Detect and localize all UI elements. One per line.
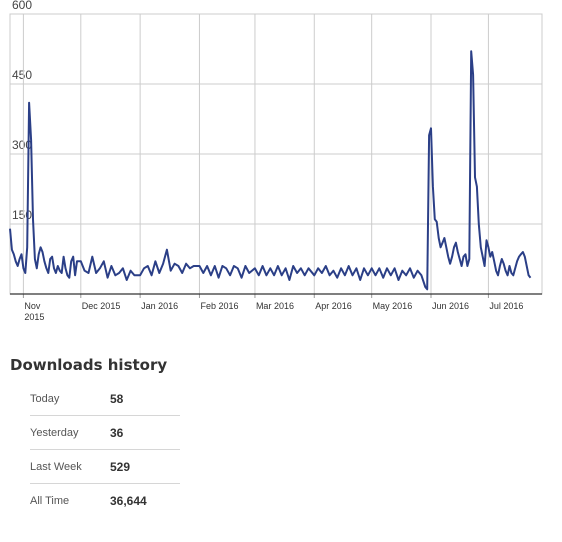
history-value: 58	[110, 391, 124, 406]
history-label: Yesterday	[30, 426, 79, 439]
x-tick-label: May 2016	[373, 301, 413, 311]
history-value: 529	[110, 459, 131, 474]
history-value: 36,644	[110, 493, 147, 508]
downloads-history: Downloads history Today 58 Yesterday 36 …	[10, 356, 310, 517]
history-table: Today 58 Yesterday 36 Last Week 529 All …	[30, 382, 180, 517]
history-row-last-week: Last Week 529	[30, 450, 180, 484]
history-label: All Time	[30, 494, 70, 507]
x-tick-label: Nov	[24, 301, 41, 311]
x-tick-label: Feb 2016	[200, 301, 238, 311]
y-tick-label: 450	[12, 68, 32, 82]
x-tick-label: Apr 2016	[315, 301, 352, 311]
series-line-0	[9, 50, 532, 291]
history-label: Today	[30, 392, 60, 405]
history-label: Last Week	[30, 460, 82, 473]
x-tick-label: Dec 2015	[82, 301, 121, 311]
x-tick-label-year: 2015	[24, 312, 44, 322]
history-value: 36	[110, 425, 124, 440]
x-tick-label: Jul 2016	[489, 301, 523, 311]
history-row-today: Today 58	[30, 382, 180, 416]
downloads-history-title: Downloads history	[10, 356, 168, 374]
y-tick-label: 150	[12, 208, 32, 222]
history-row-all-time: All Time 36,644	[30, 484, 180, 517]
downloads-chart: 150 300 450 600 Nov 2015 Dec 2015 Jan 2016 Feb 2…	[9, 0, 543, 322]
y-tick-label: 300	[12, 138, 32, 152]
x-tick-label: Jun 2016	[432, 301, 469, 311]
x-tick-label: Mar 2016	[256, 301, 294, 311]
x-tick-label: Jan 2016	[141, 301, 178, 311]
history-row-yesterday: Yesterday 36	[30, 416, 180, 450]
y-tick-label: 600	[12, 0, 32, 12]
